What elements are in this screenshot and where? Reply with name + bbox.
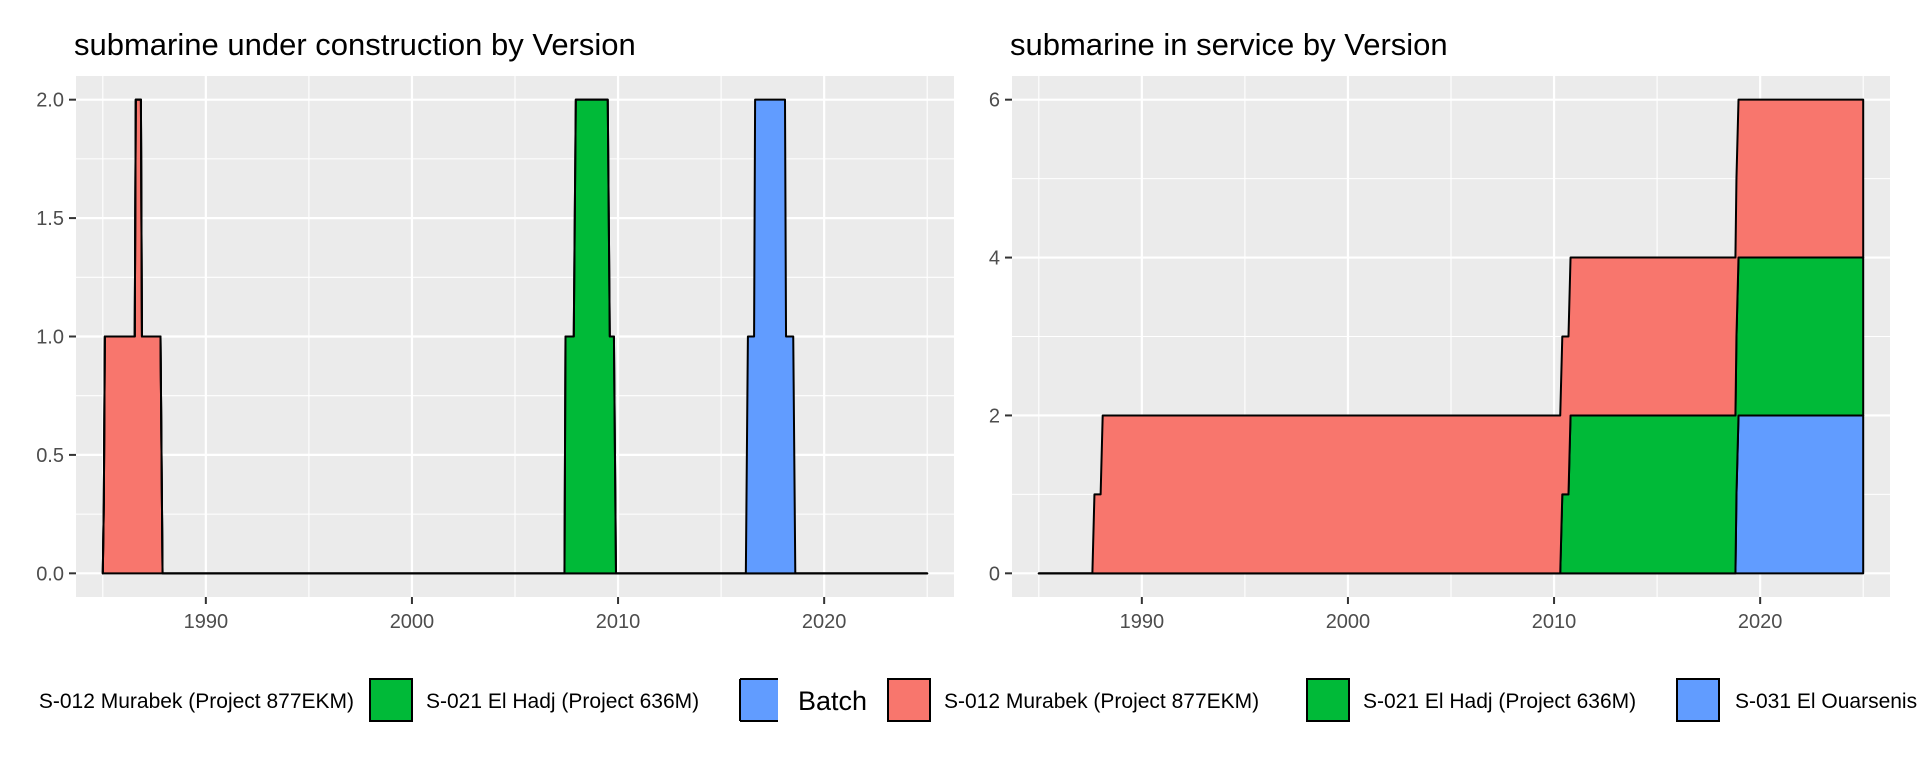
y-tick-label: 0	[989, 563, 1000, 585]
legend-key	[1306, 678, 1350, 722]
x-tick-label: 1990	[184, 611, 229, 633]
y-tick-label: 2.0	[36, 90, 64, 112]
x-tick-label: 2000	[390, 611, 435, 633]
area-s-012-murabek-project-877ekm	[1037, 98, 1865, 575]
legend-item-label: S-021 El Hadj (Project 636M)	[1363, 690, 1636, 713]
legend-key-green	[369, 678, 413, 722]
x-tick-label: 2010	[596, 611, 641, 633]
y-tick-label: 0.5	[36, 445, 64, 467]
legend-key-blue	[740, 679, 782, 721]
legend-item-label: S-012 Murabek (Project 877EKM)	[944, 690, 1259, 713]
x-tick-label: 2010	[1532, 611, 1577, 633]
legend-item-label: S-031 El Ouarsenis	[1735, 690, 1917, 713]
x-tick-label: 2000	[1326, 611, 1371, 633]
y-tick-label: 2	[989, 405, 1000, 427]
legend-item-label: S-021 El Hadj (Project 636M)	[426, 690, 699, 713]
x-tick-label: 1990	[1120, 611, 1165, 633]
y-tick-label: 0.0	[36, 563, 64, 585]
legend-item-label: S-012 Murabek (Project 877EKM)	[39, 690, 354, 713]
chart-title: submarine in service by Version	[1010, 27, 1448, 62]
legend-key	[887, 678, 931, 722]
x-tick-label: 2020	[1738, 611, 1783, 633]
y-tick-label: 6	[989, 90, 1000, 112]
x-tick-label: 2020	[802, 611, 847, 633]
y-tick-label: 1.0	[36, 327, 64, 349]
legend-key	[1676, 678, 1720, 722]
legend-title: Batch	[798, 686, 867, 716]
y-tick-label: 1.5	[36, 208, 64, 230]
chart-title: submarine under construction by Version	[74, 27, 636, 62]
panel-under-construction: submarine under construction by Version 1…	[36, 27, 954, 633]
y-tick-label: 4	[989, 248, 1000, 270]
legend: S-012 Murabek (Project 877EKM) S-021 El H…	[39, 676, 1917, 724]
panel-in-service: submarine in service by Version 1990 2000 2…	[989, 27, 1890, 633]
legend-mask	[778, 676, 808, 724]
legend-key-outline	[739, 678, 782, 722]
area-s-031-el-ouarsenis	[101, 98, 929, 575]
